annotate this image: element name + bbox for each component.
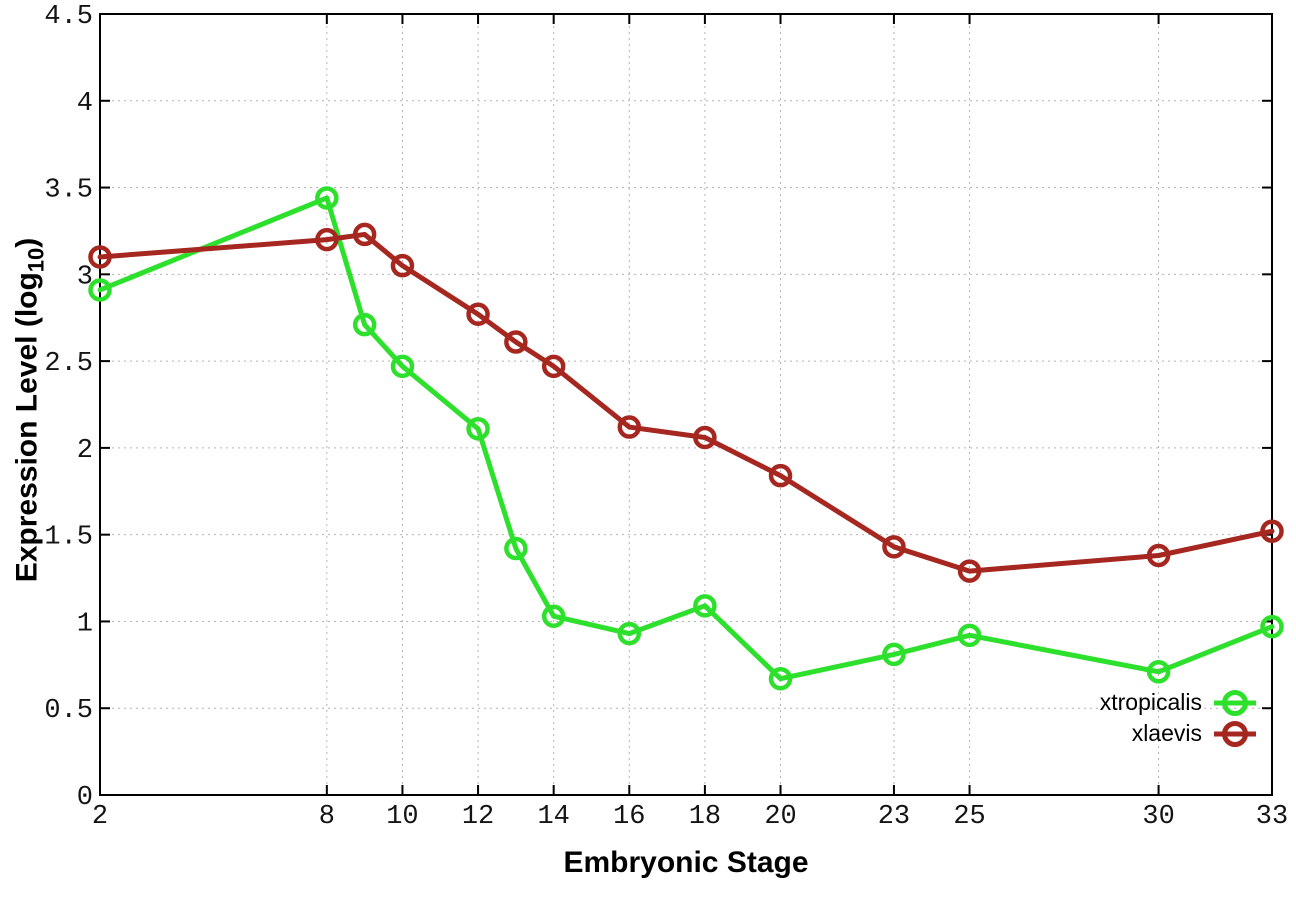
series-xlaevis-line <box>97 231 1275 574</box>
x-axis-label: Embryonic Stage <box>563 846 809 879</box>
y-tick-label: 2.5 <box>44 349 93 379</box>
series-xlaevis-point <box>1146 543 1171 568</box>
series-xtropicalis-point <box>617 621 642 646</box>
series-xlaevis-point <box>541 354 566 379</box>
y-axis-label: Expression Level (log10) <box>11 238 50 583</box>
plot-border <box>99 13 1273 796</box>
x-tick-label: 10 <box>386 802 418 832</box>
x-tick-label: 33 <box>1256 802 1288 832</box>
legend-marker-sample <box>1214 689 1256 716</box>
series-xlaevis-point <box>768 463 793 488</box>
legend-item-xtropicalis: xtropicalis <box>1100 687 1258 718</box>
series-xlaevis-point <box>1260 519 1284 543</box>
y-tick-label: 0.5 <box>44 696 93 726</box>
series-xtropicalis-point <box>352 312 377 337</box>
series-xlaevis-point <box>352 222 377 247</box>
y-axis-label-text: Expression Level (log <box>10 272 44 583</box>
x-tick-label: 12 <box>462 802 494 832</box>
x-tick-label: 30 <box>1142 802 1174 832</box>
y-tick-label: 4 <box>77 89 93 119</box>
series-xtropicalis-point <box>504 536 528 561</box>
legend-label: xlaevis <box>1131 720 1202 746</box>
series-xtropicalis-point <box>1146 660 1171 684</box>
series-xlaevis-point <box>390 253 415 278</box>
series-xlaevis-point <box>504 330 528 354</box>
series-xtropicalis-point <box>768 666 793 691</box>
legend: xtropicalis xlaevis <box>1100 687 1258 749</box>
series-xtropicalis-point <box>693 594 717 618</box>
y-axis-label-subscript: 10 <box>23 247 49 273</box>
series-xtropicalis-point <box>957 623 982 648</box>
x-tick-label: 18 <box>689 802 721 832</box>
x-tick-label: 2 <box>92 802 108 832</box>
y-axis-label-close: ) <box>10 237 44 248</box>
x-tick-label: 8 <box>319 802 335 832</box>
x-tick-label: 23 <box>878 802 910 832</box>
series-xtropicalis-point <box>88 278 112 302</box>
y-tick-label: 3 <box>77 262 93 292</box>
series-xlaevis-point <box>315 227 339 252</box>
x-tick-label: 20 <box>764 802 796 832</box>
x-tick-label: 25 <box>953 802 985 832</box>
x-tick-label: 16 <box>613 802 645 832</box>
y-tick-label: 4.5 <box>44 2 93 32</box>
series-xtropicalis-line <box>97 195 1275 682</box>
legend-marker-sample <box>1214 720 1256 747</box>
series-xtropicalis-point <box>466 417 490 441</box>
series-xtropicalis-point <box>1260 614 1284 639</box>
series-xlaevis-point <box>88 245 112 269</box>
y-tick-label: 1 <box>77 609 93 639</box>
y-tick-label: 1.5 <box>44 523 93 553</box>
series-xlaevis-point <box>466 302 490 327</box>
series-xtropicalis-point <box>882 642 906 667</box>
series-xlaevis-point <box>957 559 982 583</box>
y-tick-label: 0 <box>77 783 93 813</box>
y-tick-label: 2 <box>77 436 93 466</box>
series-xtropicalis-point <box>315 186 339 210</box>
series-xtropicalis-point <box>390 354 415 379</box>
series-xlaevis-point <box>617 415 642 439</box>
series-xlaevis-point <box>882 535 906 559</box>
series-xtropicalis-point <box>541 604 566 628</box>
legend-item-xlaevis: xlaevis <box>1100 718 1258 749</box>
legend-label: xtropicalis <box>1099 689 1202 715</box>
series-xlaevis-point <box>693 425 717 450</box>
x-tick-label: 14 <box>537 802 569 832</box>
y-tick-label: 3.5 <box>44 176 93 206</box>
